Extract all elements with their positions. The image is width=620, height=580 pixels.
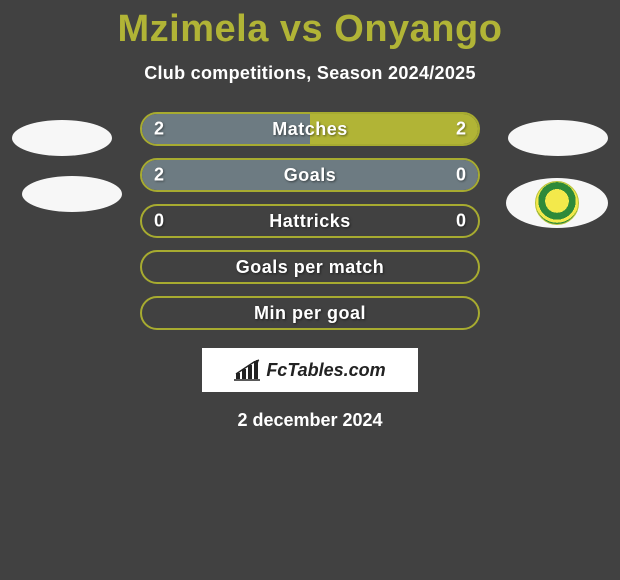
stat-row: Goals per match — [140, 250, 480, 284]
stat-value-right: 0 — [456, 165, 466, 186]
stat-label: Goals — [284, 165, 337, 186]
brand-box[interactable]: FcTables.com — [202, 348, 418, 392]
stat-label: Min per goal — [254, 303, 366, 324]
stat-row: 2 0 Goals — [140, 158, 480, 192]
stat-row: 2 2 Matches — [140, 112, 480, 146]
stat-label: Goals per match — [236, 257, 385, 278]
subtitle: Club competitions, Season 2024/2025 — [0, 63, 620, 84]
team-right-badge-2 — [506, 178, 608, 228]
stat-value-left: 2 — [154, 165, 164, 186]
team-left-badge-1 — [12, 120, 112, 156]
vs-text: vs — [280, 8, 323, 50]
club-logo-icon — [535, 181, 579, 225]
stat-label: Hattricks — [269, 211, 351, 232]
stat-value-right: 2 — [456, 119, 466, 140]
comparison-title: Mzimela vs Onyango — [0, 0, 620, 51]
bar-chart-icon — [234, 359, 260, 381]
stat-row: Min per goal — [140, 296, 480, 330]
brand-text: FcTables.com — [266, 360, 385, 381]
stat-value-right: 0 — [456, 211, 466, 232]
stat-value-left: 0 — [154, 211, 164, 232]
team-left-badge-2 — [22, 176, 122, 212]
stat-label: Matches — [272, 119, 348, 140]
player-right-name: Onyango — [334, 8, 502, 50]
stat-row: 0 0 Hattricks — [140, 204, 480, 238]
team-right-badge-1 — [508, 120, 608, 156]
stat-value-left: 2 — [154, 119, 164, 140]
player-left-name: Mzimela — [118, 8, 269, 50]
date-text: 2 december 2024 — [0, 410, 620, 431]
